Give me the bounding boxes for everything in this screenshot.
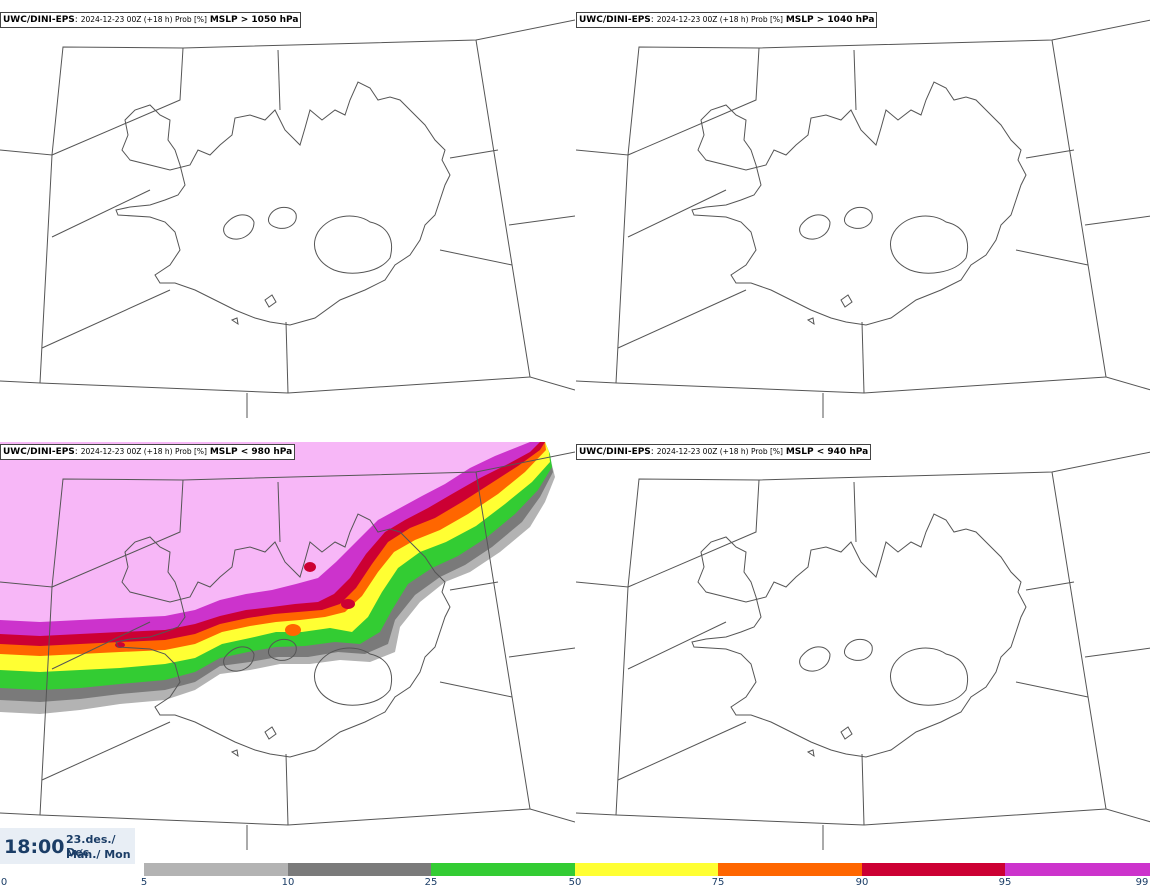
colorbar [144, 863, 1150, 876]
colorbar-segment [718, 863, 862, 876]
colorbar-segment [575, 863, 718, 876]
map-panel-2: UWC/DINI-EPS: 2024-12-23 00Z (+18 h) Pro… [576, 0, 1150, 418]
threshold-label: MSLP < 980 hPa [209, 447, 293, 457]
colorbar-segment [1005, 863, 1150, 876]
map-panel-4: UWC/DINI-EPS: 2024-12-23 00Z (+18 h) Pro… [576, 432, 1150, 850]
colorbar-tick: 50 [568, 877, 582, 888]
map-canvas [0, 442, 575, 850]
map-canvas [576, 451, 1150, 850]
map-canvas [0, 19, 575, 418]
run-info: 2024-12-23 00Z (+18 h) Prob [%] [80, 447, 207, 456]
colorbar-tick: 99 [1135, 877, 1149, 888]
panel-title: UWC/DINI-EPS: 2024-12-23 00Z (+18 h) Pro… [0, 444, 296, 460]
colorbar-segment [288, 863, 431, 876]
threshold-label: MSLP < 940 hPa [785, 447, 869, 457]
map-canvas [576, 19, 1150, 418]
colorbar-segment [144, 863, 288, 876]
colorbar-tick: 75 [711, 877, 725, 888]
colorbar-tick: 0 [0, 877, 8, 888]
map-panel-3: UWC/DINI-EPS: 2024-12-23 00Z (+18 h) Pro… [0, 432, 575, 850]
panel-title: UWC/DINI-EPS: 2024-12-23 00Z (+18 h) Pro… [0, 12, 302, 28]
model-name: UWC/DINI-EPS [3, 15, 75, 25]
colorbar-segment [431, 863, 575, 876]
colorbar-tick: 90 [855, 877, 869, 888]
map-panel-1: UWC/DINI-EPS: 2024-12-23 00Z (+18 h) Pro… [0, 0, 575, 418]
model-name: UWC/DINI-EPS [579, 447, 651, 457]
colorbar-tick: 5 [140, 877, 148, 888]
colorbar-tick: 10 [281, 877, 295, 888]
threshold-label: MSLP > 1040 hPa [785, 15, 875, 25]
valid-time-box: 18:00 23.des./ Dec Mán./ Mon [0, 828, 135, 864]
model-name: UWC/DINI-EPS [579, 15, 651, 25]
probability-field [0, 442, 555, 714]
threshold-label: MSLP > 1050 hPa [209, 15, 299, 25]
valid-weekday: Mán./ Mon [66, 848, 131, 861]
footer: 18:00 23.des./ Dec Mán./ Mon 0 5 10 25 5… [0, 826, 1150, 891]
valid-date: 23.des./ Dec [66, 833, 116, 859]
run-info: 2024-12-23 00Z (+18 h) Prob [%] [656, 447, 783, 456]
model-name: UWC/DINI-EPS [3, 447, 75, 457]
run-info: 2024-12-23 00Z (+18 h) Prob [%] [80, 15, 207, 24]
panel-title: UWC/DINI-EPS: 2024-12-23 00Z (+18 h) Pro… [576, 12, 878, 28]
run-info: 2024-12-23 00Z (+18 h) Prob [%] [656, 15, 783, 24]
valid-time: 18:00 [4, 836, 65, 858]
colorbar-tick: 25 [424, 877, 438, 888]
panel-title: UWC/DINI-EPS: 2024-12-23 00Z (+18 h) Pro… [576, 444, 872, 460]
colorbar-segment [862, 863, 1005, 876]
colorbar-tick: 95 [998, 877, 1012, 888]
